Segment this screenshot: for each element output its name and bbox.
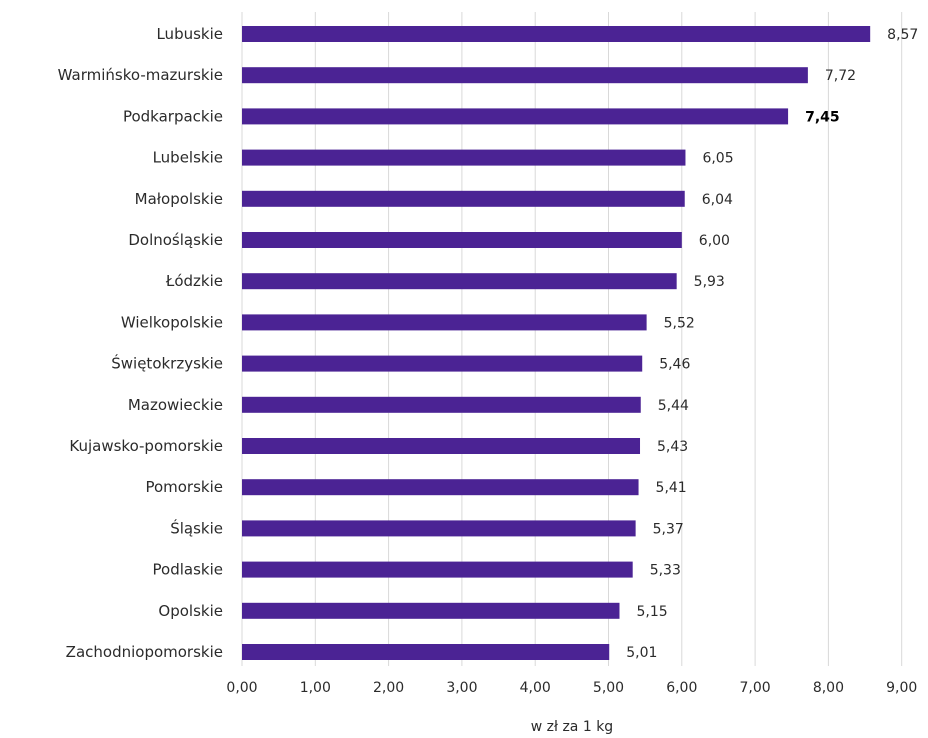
bar [242, 355, 643, 372]
category-label: Opolskie [158, 602, 223, 620]
x-tick-label: 8,00 [813, 680, 844, 696]
x-axis-title: w zł za 1 kg [531, 719, 613, 735]
value-label: 8,57 [887, 27, 918, 43]
category-labels: Lubuskie Warmińsko-mazurskie Podkarpackie L… [58, 25, 223, 661]
category-label: Śląskie [170, 518, 223, 537]
bar [242, 479, 639, 496]
category-label: Pomorskie [145, 478, 223, 496]
x-tick-labels: 0,00 1,00 2,00 3,00 4,00 5,00 6,00 7,00 8,00 9,00 [226, 680, 917, 696]
bar [242, 438, 641, 454]
category-label: Zachodniopomorskie [66, 643, 223, 661]
category-label: Lubelskie [153, 149, 223, 167]
x-tick-label: 3,00 [446, 680, 477, 696]
x-tick-label: 4,00 [520, 680, 551, 696]
bar [242, 190, 685, 207]
value-label: 5,52 [664, 315, 695, 331]
x-tick-label: 5,00 [593, 680, 624, 696]
bar [242, 108, 789, 125]
bar [242, 644, 610, 660]
category-label: Łódzkie [165, 272, 223, 290]
value-label: 5,15 [636, 604, 667, 620]
value-label: 5,44 [658, 398, 689, 414]
value-label: 5,41 [656, 480, 687, 496]
category-label: Warmińsko-mazurskie [58, 66, 223, 84]
bar [242, 26, 871, 42]
x-tick-label: 1,00 [300, 680, 331, 696]
x-tick-label: 0,00 [226, 680, 257, 696]
x-tick-label: 7,00 [740, 680, 771, 696]
category-label: Podlaskie [153, 561, 223, 579]
value-label: 5,37 [653, 521, 684, 537]
bar [242, 314, 647, 331]
x-tick-label: 6,00 [666, 680, 697, 696]
category-label: Kujawsko-pomorskie [69, 437, 223, 455]
value-label: 5,01 [626, 645, 657, 661]
x-tick-label: 9,00 [886, 680, 917, 696]
category-label: Wielkopolskie [121, 313, 223, 331]
value-label: 5,93 [694, 274, 725, 290]
bars [242, 26, 871, 660]
bar [242, 602, 620, 619]
value-labels: 8,57 7,72 7,45 6,05 6,04 6,00 5,93 5,52 5,46 5,44… [626, 27, 918, 661]
bar [242, 273, 677, 290]
category-label: Podkarpackie [123, 107, 223, 125]
category-label: Świętokrzyskie [111, 354, 223, 373]
category-label: Lubuskie [156, 25, 223, 43]
value-label: 6,00 [699, 233, 730, 249]
bar [242, 67, 808, 84]
value-label: 6,05 [702, 151, 733, 167]
bar [242, 561, 633, 578]
value-label: 5,46 [659, 357, 690, 373]
x-tick-label: 2,00 [373, 680, 404, 696]
bar [242, 520, 636, 537]
bar [242, 232, 682, 248]
bar [242, 149, 686, 166]
value-label: 7,72 [825, 68, 856, 84]
value-label: 7,45 [805, 109, 840, 125]
category-label: Małopolskie [135, 190, 223, 208]
category-label: Dolnośląskie [128, 231, 223, 249]
bar [242, 396, 641, 413]
value-label: 6,04 [702, 192, 733, 208]
category-label: Mazowieckie [128, 396, 223, 414]
value-label: 5,43 [657, 439, 688, 455]
value-label: 5,33 [650, 563, 681, 579]
